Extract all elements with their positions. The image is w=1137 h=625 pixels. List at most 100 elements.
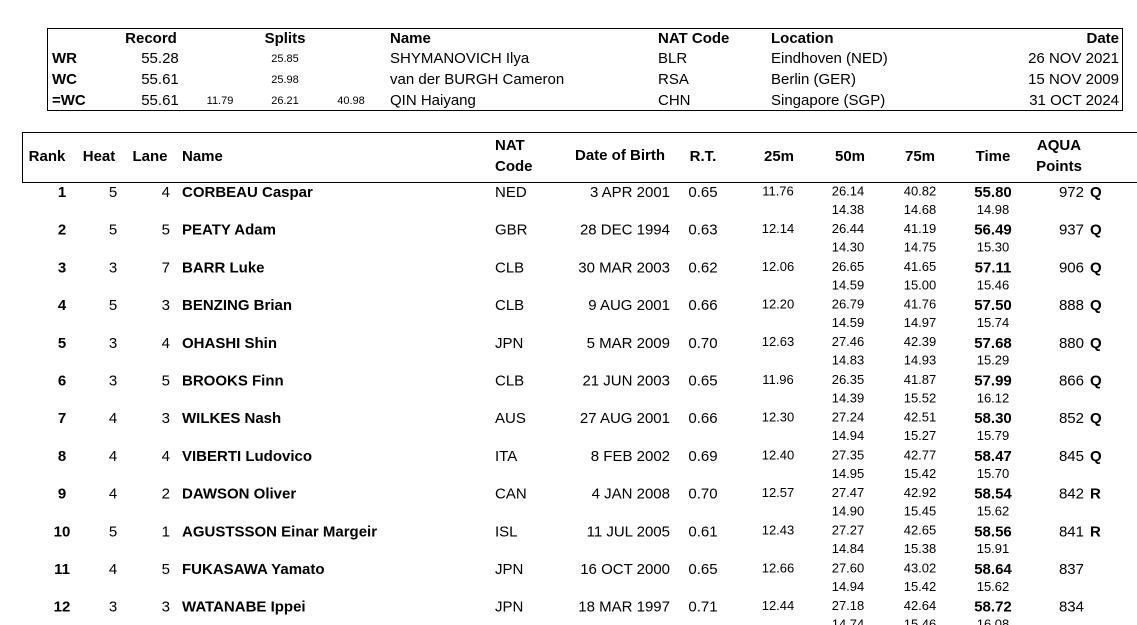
athlete-name: BROOKS Finn	[182, 372, 284, 389]
split-75m: 41.19	[904, 221, 937, 236]
aqua-points: 906	[1059, 259, 1084, 276]
record-label: WC	[52, 71, 77, 88]
qualification: R	[1090, 523, 1101, 540]
reaction-time: 0.61	[688, 523, 717, 540]
qualification: Q	[1090, 222, 1102, 239]
split-25m: 12.14	[762, 221, 795, 236]
date-header: Date	[1086, 30, 1119, 47]
lap-split: 14.94	[832, 428, 865, 443]
split-50m: 26.65	[832, 259, 865, 274]
lap-split: 16.08	[977, 617, 1010, 625]
split-75m: 41.87	[904, 372, 937, 387]
aqua-points: 842	[1059, 486, 1084, 503]
reaction-time: 0.71	[688, 599, 717, 616]
lane: 3	[162, 410, 170, 427]
lap-split: 14.90	[832, 504, 865, 519]
split-25m: 11.96	[762, 372, 794, 387]
lap-split: 14.68	[904, 202, 937, 217]
split-50m: 26.14	[832, 183, 865, 198]
record-label: WR	[52, 50, 77, 67]
heat: 4	[109, 448, 117, 465]
heat: 5	[109, 523, 117, 540]
heat: 5	[109, 297, 117, 314]
reaction-time: 0.65	[688, 561, 717, 578]
lap-split: 14.59	[832, 315, 865, 330]
split-75m: 40.82	[904, 183, 937, 198]
points-header: AQUA	[1037, 137, 1081, 154]
lane: 1	[162, 523, 170, 540]
record-date: 15 NOV 2009	[1028, 71, 1119, 88]
nat-code: ITA	[495, 448, 517, 465]
lap-split: 15.00	[904, 277, 937, 292]
qualification: Q	[1090, 335, 1102, 352]
reaction-time: 0.62	[688, 259, 717, 276]
date-of-birth: 16 OCT 2000	[580, 561, 670, 578]
qualification: Q	[1090, 297, 1102, 314]
reaction-time: 0.70	[688, 335, 717, 352]
heat: 3	[109, 335, 117, 352]
record-name: QIN Haiyang	[390, 92, 476, 109]
rank: 10	[54, 523, 71, 540]
date-of-birth: 18 MAR 1997	[578, 599, 670, 616]
rank: 8	[58, 448, 66, 465]
final-time: 57.99	[974, 372, 1012, 389]
aqua-points: 866	[1059, 372, 1084, 389]
record-location: Singapore (SGP)	[771, 92, 885, 109]
split-75m: 42.65	[904, 523, 937, 538]
split50-header: 50m	[835, 148, 865, 165]
lap-split: 14.93	[904, 353, 937, 368]
records-box	[47, 28, 1123, 111]
nat-code: CAN	[495, 486, 527, 503]
split-50m: 27.18	[832, 598, 865, 613]
lane: 7	[162, 259, 170, 276]
lap-split: 15.52	[904, 390, 937, 405]
lap-split: 14.83	[832, 353, 865, 368]
split-25m: 12.63	[762, 334, 795, 349]
split-25m: 12.30	[762, 410, 795, 425]
heat-header: Heat	[83, 148, 116, 165]
final-time: 58.47	[974, 448, 1012, 465]
reaction-time: 0.66	[688, 410, 717, 427]
lap-split: 14.75	[904, 240, 937, 255]
record-split: 40.98	[337, 95, 365, 107]
athlete-name: VIBERTI Ludovico	[182, 448, 312, 465]
athlete-name: WILKES Nash	[182, 410, 281, 427]
rank: 9	[58, 486, 66, 503]
record-date: 31 OCT 2024	[1029, 92, 1119, 109]
lap-split: 14.38	[832, 202, 865, 217]
athlete-name: OHASHI Shin	[182, 335, 277, 352]
split-50m: 27.60	[832, 560, 865, 575]
split-50m: 27.27	[832, 523, 865, 538]
aqua-points: 880	[1059, 335, 1084, 352]
final-time: 55.80	[974, 184, 1012, 201]
lap-split: 15.74	[977, 315, 1010, 330]
name-header: Name	[182, 148, 223, 165]
lane: 4	[162, 335, 170, 352]
lap-split: 14.84	[832, 541, 865, 556]
heat: 4	[109, 486, 117, 503]
lap-split: 15.27	[904, 428, 937, 443]
record-split: 25.85	[271, 53, 299, 65]
nat-code: CLB	[495, 372, 524, 389]
reaction-time: 0.69	[688, 448, 717, 465]
split-25m: 12.06	[762, 259, 795, 274]
lap-split: 14.74	[832, 617, 865, 625]
nat-code: CLB	[495, 297, 524, 314]
athlete-name: FUKASAWA Yamato	[182, 561, 325, 578]
split-75m: 42.92	[904, 485, 937, 500]
nat-header: NAT Code	[658, 30, 729, 47]
split-50m: 26.44	[832, 221, 865, 236]
final-time: 57.11	[975, 259, 1012, 276]
heat: 3	[109, 259, 117, 276]
rank: 4	[58, 297, 67, 314]
lap-split: 15.29	[977, 353, 1010, 368]
date-of-birth: 28 DEC 1994	[580, 222, 670, 239]
heat: 5	[109, 184, 117, 201]
nat-code: NED	[495, 184, 527, 201]
split-75m: 42.39	[904, 334, 937, 349]
final-time: 58.72	[974, 599, 1012, 616]
split-25m: 12.57	[762, 485, 795, 500]
split-50m: 26.79	[832, 297, 865, 312]
athlete-name: BARR Luke	[182, 259, 265, 276]
